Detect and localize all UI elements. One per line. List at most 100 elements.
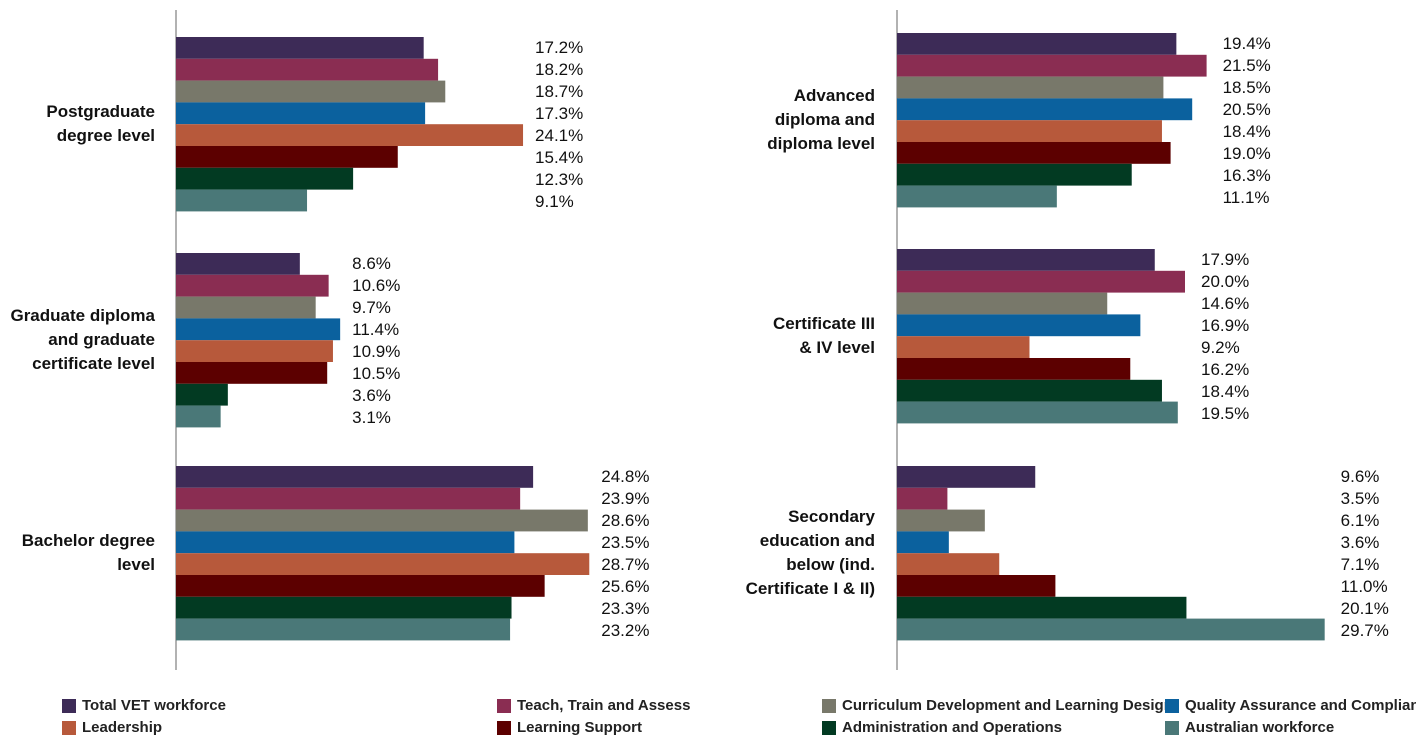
data-label: 12.3% bbox=[535, 170, 584, 189]
legend-label: Quality Assurance and Compliance bbox=[1185, 697, 1416, 714]
category-label: Postgraduate degree level bbox=[46, 102, 155, 146]
category-label: Bachelor degree level bbox=[21, 531, 155, 575]
data-label: 18.5% bbox=[1222, 78, 1271, 97]
data-label: 19.5% bbox=[1201, 404, 1250, 423]
data-label: 21.5% bbox=[1222, 56, 1271, 75]
data-label: 9.7% bbox=[352, 298, 391, 317]
bar bbox=[176, 318, 341, 341]
data-label: 19.4% bbox=[1222, 34, 1271, 53]
bar bbox=[176, 296, 316, 319]
category-label: Graduate diploma and graduate certificat… bbox=[10, 306, 155, 374]
category-label: Secondary education and below (ind. Cert… bbox=[745, 507, 875, 599]
data-label: 17.2% bbox=[535, 38, 584, 57]
category-label: Certificate III & IV level bbox=[772, 314, 875, 358]
bar bbox=[176, 189, 308, 212]
bar bbox=[897, 379, 1162, 402]
bar bbox=[897, 401, 1178, 424]
data-label: 23.2% bbox=[601, 621, 650, 640]
bar bbox=[897, 163, 1132, 186]
data-label: 11.0% bbox=[1340, 577, 1388, 596]
category-label: Advanced diploma and diploma level bbox=[767, 86, 875, 154]
bar bbox=[897, 249, 1155, 271]
bar bbox=[176, 102, 426, 125]
data-label: 14.6% bbox=[1201, 294, 1250, 313]
legend-label: Learning Support bbox=[517, 719, 642, 736]
data-label: 19.0% bbox=[1222, 144, 1271, 163]
bar bbox=[897, 509, 985, 532]
bar bbox=[176, 509, 588, 532]
legend-label: Australian workforce bbox=[1185, 719, 1335, 736]
bar bbox=[897, 270, 1185, 293]
bar bbox=[897, 54, 1207, 77]
bar bbox=[176, 146, 398, 168]
data-label: 9.6% bbox=[1340, 467, 1380, 486]
bar bbox=[897, 292, 1108, 315]
data-label: 20.5% bbox=[1222, 100, 1271, 119]
data-label: 8.6% bbox=[352, 254, 391, 273]
data-label: 23.9% bbox=[601, 489, 650, 508]
bar bbox=[176, 618, 511, 641]
data-label: 7.1% bbox=[1340, 555, 1380, 574]
data-label: 20.0% bbox=[1201, 272, 1250, 291]
data-label: 3.6% bbox=[352, 386, 391, 405]
data-label: 11.1% bbox=[1222, 188, 1270, 207]
data-label: 17.9% bbox=[1201, 250, 1250, 269]
data-label: 11.4% bbox=[352, 320, 400, 339]
data-label: 15.4% bbox=[535, 148, 584, 167]
data-label: 10.5% bbox=[352, 364, 401, 383]
data-label: 16.3% bbox=[1222, 166, 1271, 185]
bar bbox=[897, 185, 1057, 208]
bar bbox=[897, 33, 1177, 55]
bar bbox=[897, 575, 1056, 597]
bar bbox=[176, 80, 446, 103]
bar bbox=[897, 314, 1141, 337]
data-label: 10.9% bbox=[352, 342, 401, 361]
legend-swatch bbox=[62, 699, 76, 713]
bar bbox=[897, 142, 1171, 164]
bar bbox=[176, 383, 228, 406]
bar bbox=[176, 253, 300, 275]
bar bbox=[897, 618, 1325, 641]
data-label: 3.1% bbox=[352, 408, 391, 427]
bar bbox=[176, 37, 424, 59]
bar bbox=[176, 487, 521, 510]
data-label: 16.2% bbox=[1201, 360, 1250, 379]
data-label: 28.7% bbox=[601, 555, 650, 574]
bar bbox=[176, 575, 545, 597]
data-label: 17.3% bbox=[535, 104, 584, 123]
legend-swatch bbox=[62, 721, 76, 735]
bar bbox=[897, 336, 1030, 358]
bar bbox=[897, 466, 1036, 488]
bar bbox=[176, 405, 221, 428]
data-label: 28.6% bbox=[601, 511, 650, 530]
data-label: 18.2% bbox=[535, 60, 584, 79]
bar bbox=[176, 596, 512, 619]
data-label: 3.6% bbox=[1340, 533, 1380, 552]
bar bbox=[897, 358, 1131, 380]
bar bbox=[897, 531, 949, 554]
bar bbox=[897, 120, 1162, 142]
data-label: 24.1% bbox=[535, 126, 584, 145]
legend-swatch bbox=[497, 699, 511, 713]
data-label: 18.4% bbox=[1201, 382, 1250, 401]
legend-swatch bbox=[497, 721, 511, 735]
data-label: 9.2% bbox=[1201, 338, 1240, 357]
legend-swatch bbox=[1165, 721, 1179, 735]
data-label: 23.5% bbox=[601, 533, 650, 552]
legend-swatch bbox=[1165, 699, 1179, 713]
legend-swatch bbox=[822, 699, 836, 713]
bar bbox=[897, 76, 1164, 99]
bar bbox=[176, 167, 354, 190]
legend-label: Teach, Train and Assess bbox=[517, 697, 691, 714]
data-label: 23.3% bbox=[601, 599, 650, 618]
data-label: 18.4% bbox=[1222, 122, 1271, 141]
bar bbox=[897, 98, 1193, 121]
data-label: 20.1% bbox=[1340, 599, 1389, 618]
data-label: 24.8% bbox=[601, 467, 650, 486]
data-label: 6.1% bbox=[1340, 511, 1380, 530]
data-label: 18.7% bbox=[535, 82, 584, 101]
bar bbox=[897, 487, 948, 510]
bar bbox=[897, 553, 1000, 575]
